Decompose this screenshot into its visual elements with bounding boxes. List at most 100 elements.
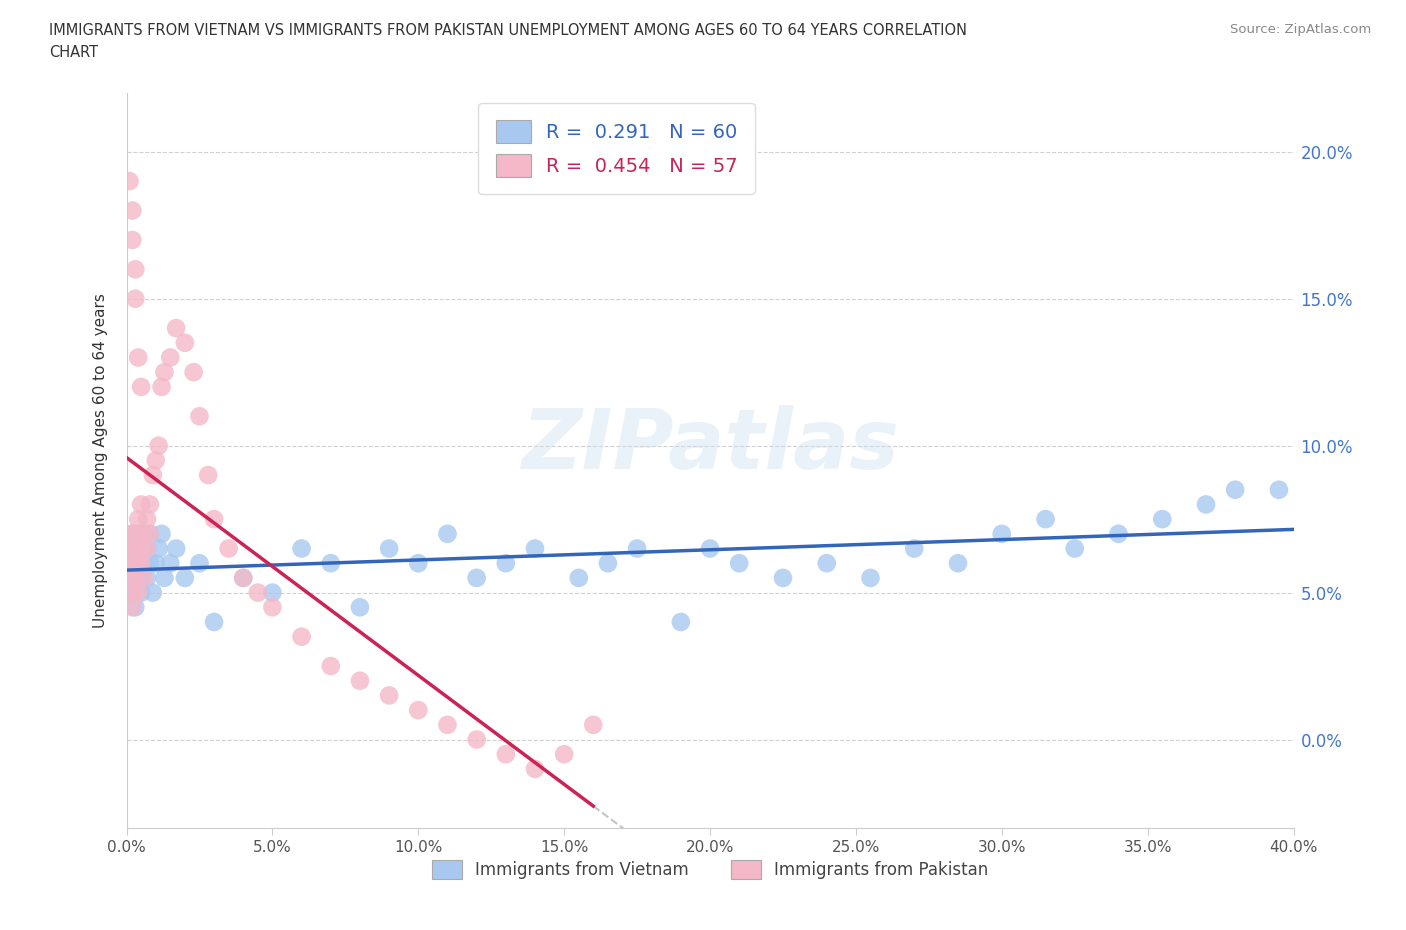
Point [159,350,181,365]
Point [153,570,176,585]
Point [349,673,371,688]
Point [136,570,159,585]
Text: CHART: CHART [49,45,98,60]
Point [990,526,1012,541]
Point [815,556,838,571]
Point [132,556,155,571]
Point [132,526,155,541]
Point [121,526,143,541]
Point [121,203,143,218]
Point [145,453,167,468]
Point [1268,483,1291,498]
Point [142,468,165,483]
Point [568,570,591,585]
Point [129,541,152,556]
Point [129,379,152,394]
Point [188,409,211,424]
Point [118,541,141,556]
Point [127,556,149,571]
Point [121,585,143,600]
Point [124,541,146,556]
Point [127,585,149,600]
Point [127,570,149,585]
Point [232,570,254,585]
Point [582,717,605,732]
Point [121,541,143,556]
Point [524,541,547,556]
Point [290,541,312,556]
Point [118,556,141,571]
Legend: Immigrants from Vietnam, Immigrants from Pakistan: Immigrants from Vietnam, Immigrants from… [425,853,995,885]
Point [121,526,143,541]
Point [553,747,575,762]
Point [465,732,488,747]
Point [124,570,146,585]
Point [319,556,342,571]
Point [728,556,751,571]
Point [124,556,146,571]
Point [262,585,284,600]
Point [148,541,170,556]
Point [596,556,619,571]
Point [118,570,141,585]
Point [127,526,149,541]
Point [197,468,219,483]
Point [148,438,170,453]
Point [495,556,517,571]
Point [319,658,342,673]
Point [188,556,211,571]
Point [772,570,794,585]
Point [408,703,430,718]
Point [132,570,155,585]
Point [136,512,159,526]
Text: IMMIGRANTS FROM VIETNAM VS IMMIGRANTS FROM PAKISTAN UNEMPLOYMENT AMONG AGES 60 T: IMMIGRANTS FROM VIETNAM VS IMMIGRANTS FR… [49,23,967,38]
Point [202,512,225,526]
Point [1108,526,1130,541]
Point [121,232,143,247]
Point [129,556,152,571]
Point [349,600,371,615]
Point [174,336,197,351]
Point [626,541,648,556]
Point [136,541,159,556]
Point [378,541,401,556]
Point [524,762,547,777]
Point [174,570,197,585]
Point [139,526,162,541]
Point [124,262,146,277]
Point [495,747,517,762]
Point [153,365,176,379]
Point [159,556,181,571]
Point [262,600,284,615]
Point [1035,512,1057,526]
Point [232,570,254,585]
Point [121,585,143,600]
Point [124,541,146,556]
Point [669,615,692,630]
Point [129,497,152,512]
Point [124,526,146,541]
Point [124,600,146,615]
Point [1195,497,1218,512]
Point [1152,512,1174,526]
Point [465,570,488,585]
Point [132,526,155,541]
Point [127,556,149,571]
Point [118,556,141,571]
Point [408,556,430,571]
Point [124,291,146,306]
Point [246,585,269,600]
Point [699,541,721,556]
Point [436,717,458,732]
Point [129,541,152,556]
Point [903,541,925,556]
Point [378,688,401,703]
Point [118,570,141,585]
Point [142,585,165,600]
Point [436,526,458,541]
Point [290,630,312,644]
Point [129,585,152,600]
Point [136,541,159,556]
Point [127,350,149,365]
Point [183,365,205,379]
